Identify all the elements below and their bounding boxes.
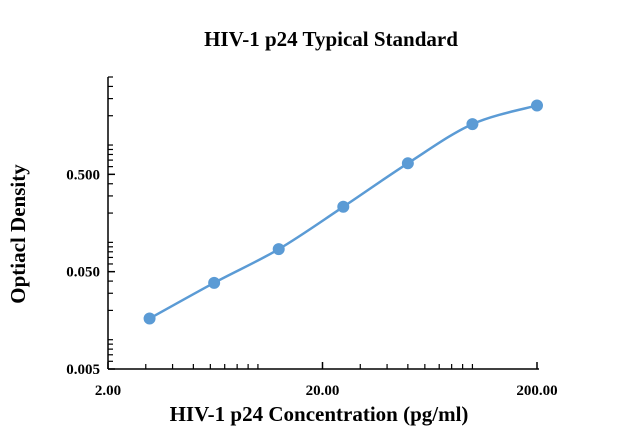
x-tick-label: 2.00	[95, 383, 121, 399]
data-point	[208, 276, 221, 289]
data-point	[531, 99, 543, 112]
data-point	[272, 243, 285, 256]
y-tick-label: 0.500	[66, 167, 100, 183]
data-point	[337, 200, 350, 213]
chart-title: HIV-1 p24 Typical Standard	[204, 27, 458, 51]
data-point	[401, 157, 414, 170]
x-tick-label: 20.00	[306, 383, 340, 399]
y-axis-title: Optiacl Density	[6, 164, 30, 304]
y-axis: 0.005 0.050 0.500	[66, 76, 115, 378]
x-axis-title: HIV-1 p24 Concentration (pg/ml)	[170, 402, 469, 426]
x-tick-label: 200.00	[516, 383, 557, 399]
series-layer	[143, 99, 543, 325]
data-point	[143, 312, 156, 325]
x-axis: 2.00 20.00 200.00	[95, 362, 558, 399]
data-point	[466, 118, 479, 131]
y-tick-label: 0.005	[66, 362, 100, 378]
y-tick-label: 0.050	[66, 265, 100, 281]
